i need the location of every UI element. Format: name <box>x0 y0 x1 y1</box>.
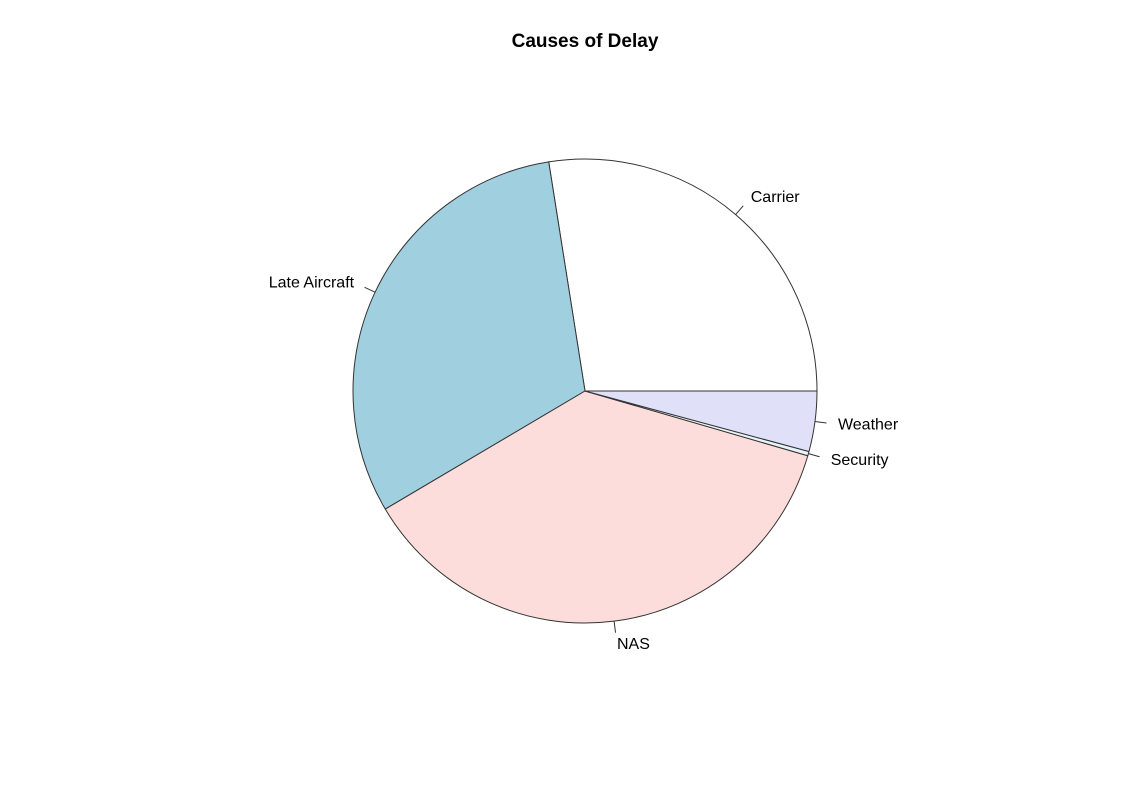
pie-slice-weather <box>584 390 818 453</box>
leader-line-carrier <box>735 205 744 215</box>
pie-slice-nas <box>384 390 809 624</box>
pie-labels: Carrier Late Aircraft NAS Security Weather <box>269 189 899 653</box>
leader-line-late-aircraft <box>364 286 376 293</box>
slice-label-carrier: Carrier <box>751 189 801 206</box>
slice-label-weather: Weather <box>838 417 899 434</box>
slice-label-security: Security <box>831 452 889 469</box>
pie-slice-late-aircraft <box>352 161 586 510</box>
slice-label-nas: NAS <box>617 636 650 653</box>
leader-line-weather <box>814 421 827 424</box>
leader-line-security <box>808 453 820 458</box>
pie-slices <box>352 158 818 624</box>
leader-line-nas <box>613 621 617 633</box>
chart-title: Causes of Delay <box>512 31 659 52</box>
slice-label-late-aircraft: Late Aircraft <box>269 274 355 291</box>
